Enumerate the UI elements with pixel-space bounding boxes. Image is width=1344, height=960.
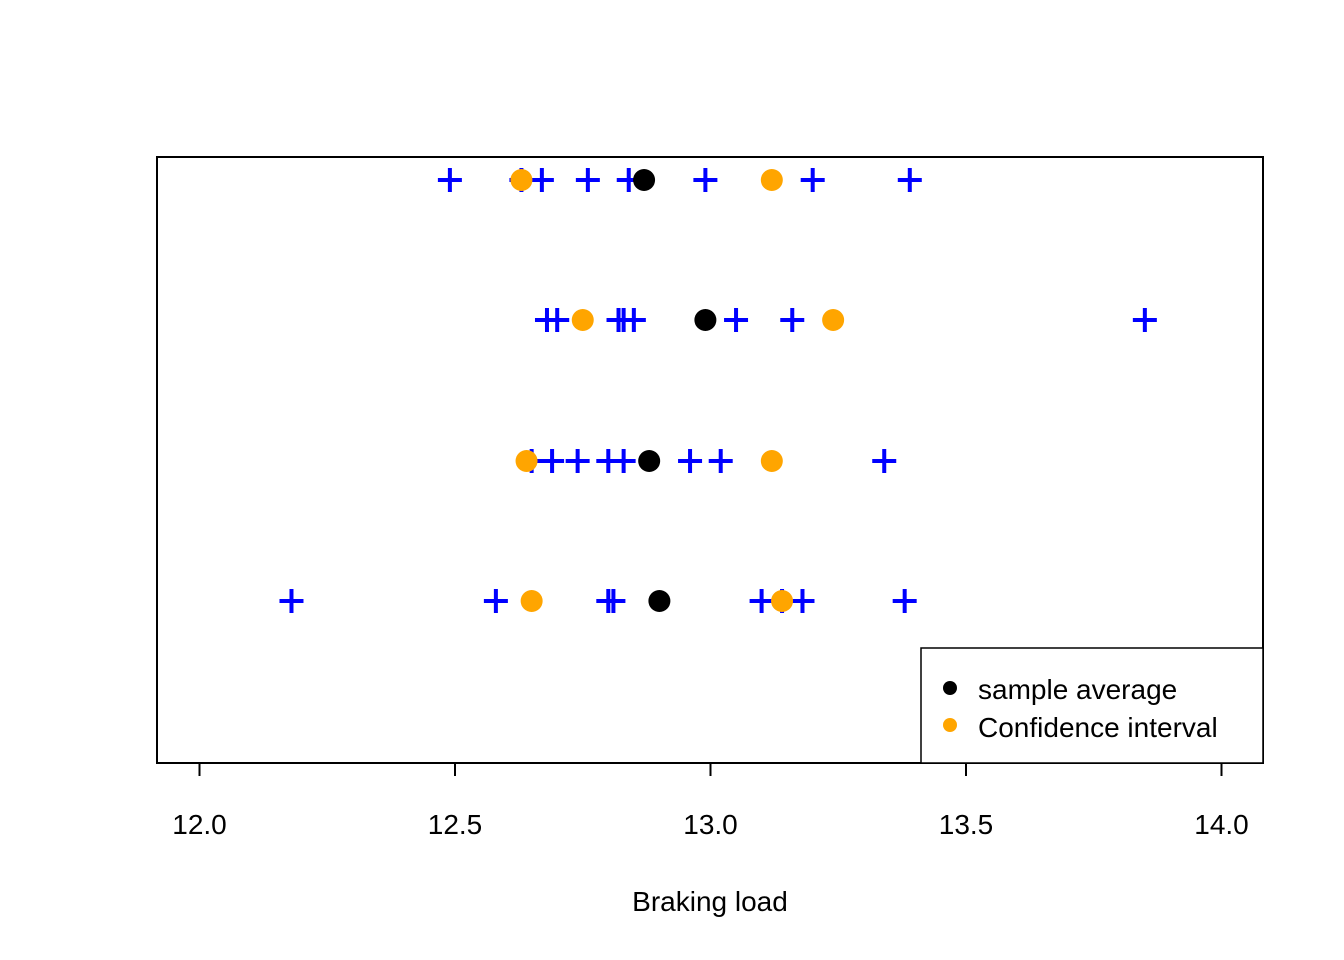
points-layer (279, 168, 1157, 613)
observation-point (621, 308, 646, 332)
observation-point (800, 168, 825, 192)
legend-label-confidence-interval: Confidence interval (978, 712, 1218, 743)
confidence-interval-point (760, 450, 783, 472)
confidence-interval-point (760, 169, 783, 191)
sample-average-point (633, 169, 656, 191)
observation-point (565, 449, 590, 473)
confidence-interval-point (822, 309, 845, 331)
legend-marker-sample-average (943, 681, 957, 695)
legend-marker-confidence-interval (943, 718, 957, 732)
x-axis: 12.0 12.5 13.0 13.5 14.0 (172, 762, 1249, 840)
sample-average-point (648, 590, 671, 612)
legend-label-sample-average: sample average (978, 674, 1177, 705)
confidence-interval-point (515, 450, 538, 472)
observation-point (724, 308, 749, 332)
x-axis-title: Braking load (632, 886, 788, 917)
observation-point (540, 449, 565, 473)
confidence-interval-point (510, 169, 533, 191)
observation-point (790, 589, 815, 613)
observation-point (601, 589, 626, 613)
observation-point (545, 308, 570, 332)
confidence-interval-point (771, 590, 794, 612)
x-tick-label: 12.0 (172, 809, 227, 840)
observation-point (693, 168, 718, 192)
observation-point (279, 589, 304, 613)
observation-point (529, 168, 554, 192)
observation-point (749, 589, 774, 613)
observation-point (678, 449, 703, 473)
x-tick-label: 12.5 (428, 809, 483, 840)
observation-point (780, 308, 805, 332)
observation-point (1132, 308, 1157, 332)
observation-point (892, 589, 917, 613)
observation-point (708, 449, 733, 473)
observation-point (611, 449, 636, 473)
confidence-interval-point (520, 590, 543, 612)
legend-box (920, 647, 1264, 764)
observation-point (437, 168, 462, 192)
observation-point (483, 589, 508, 613)
x-tick-label: 13.0 (683, 809, 738, 840)
x-tick-label: 14.0 (1194, 809, 1249, 840)
observation-point (897, 168, 922, 192)
legend: sample average Confidence interval (920, 647, 1264, 764)
sample-average-point (638, 450, 661, 472)
x-tick-label: 13.5 (939, 809, 994, 840)
confidence-interval-point (571, 309, 594, 331)
sample-average-point (694, 309, 717, 331)
observation-point (575, 168, 600, 192)
observation-point (872, 449, 897, 473)
